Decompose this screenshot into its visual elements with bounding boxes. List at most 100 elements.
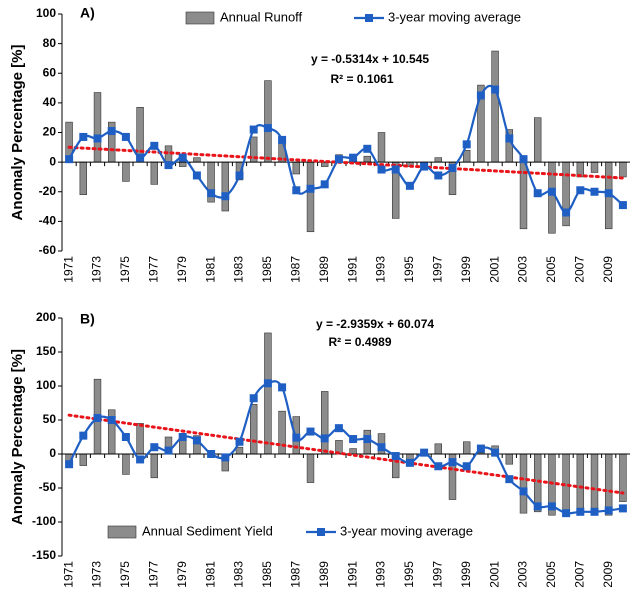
- marker: [136, 153, 145, 162]
- bar: [604, 453, 613, 516]
- x-tick-label: 2007: [572, 561, 586, 588]
- x-tick-label: 1981: [203, 256, 217, 283]
- marker: [334, 424, 343, 433]
- bar: [590, 161, 599, 173]
- bar: [264, 80, 272, 163]
- marker: [121, 433, 130, 441]
- x-tick-label: 1983: [232, 256, 246, 283]
- x-tick-label: 1991: [345, 561, 359, 588]
- bar: [79, 161, 88, 196]
- legend-label: 3-year moving average: [340, 523, 473, 538]
- x-tick-label: 1993: [374, 256, 388, 283]
- bar: [264, 332, 272, 455]
- x-tick-label: 1999: [459, 561, 473, 588]
- annotation: R² = 0.1061: [330, 72, 393, 86]
- x-tick-label: 1973: [90, 561, 104, 588]
- x-tick-label: 2009: [601, 561, 615, 588]
- marker: [79, 431, 88, 440]
- marker: [121, 132, 130, 141]
- marker: [491, 448, 500, 457]
- marker: [235, 437, 244, 446]
- marker: [136, 455, 145, 464]
- y-tick-label: -60: [39, 243, 57, 257]
- bar: [363, 155, 372, 163]
- y-tick-label: 100: [36, 6, 56, 20]
- marker: [519, 487, 528, 496]
- marker: [65, 155, 74, 164]
- y-tick-label: 200: [36, 310, 56, 324]
- marker: [462, 140, 471, 149]
- y-tick-label: -100: [32, 514, 56, 528]
- marker: [278, 135, 287, 144]
- bar: [306, 453, 315, 483]
- bar: [576, 453, 585, 513]
- marker: [150, 443, 159, 452]
- trendline: [67, 413, 625, 495]
- y-axis-label: Anomaly Percentage [%]: [9, 45, 26, 221]
- x-tick-label: 1987: [288, 256, 302, 283]
- marker: [150, 141, 159, 150]
- marker: [221, 453, 230, 462]
- y-tick-label: 100: [36, 378, 56, 392]
- marker: [547, 502, 556, 511]
- x-tick-label: 2001: [487, 256, 501, 283]
- marker: [590, 187, 599, 196]
- trendline: [67, 145, 625, 180]
- marker: [235, 171, 244, 180]
- marker: [377, 443, 386, 452]
- x-tick-label: 1997: [430, 561, 444, 588]
- marker: [476, 91, 485, 100]
- marker: [604, 189, 613, 198]
- marker: [263, 379, 272, 388]
- bar: [505, 453, 514, 465]
- bar: [79, 453, 88, 466]
- marker: [476, 444, 485, 453]
- bar: [590, 453, 599, 514]
- marker: [292, 433, 301, 442]
- marker: [334, 155, 343, 164]
- marker: [391, 452, 400, 461]
- y-tick-label: -40: [39, 214, 57, 228]
- marker: [576, 507, 585, 516]
- marker: [405, 458, 414, 467]
- x-tick-label: 2003: [516, 561, 530, 588]
- marker: [363, 144, 372, 153]
- marker: [448, 164, 457, 173]
- y-tick-label: 0: [49, 154, 56, 168]
- x-tick-label: 1999: [459, 256, 473, 283]
- x-tick-label: 1985: [260, 256, 274, 283]
- marker: [519, 155, 528, 164]
- marker: [462, 462, 471, 471]
- bar: [462, 441, 471, 455]
- y-tick-label: 50: [43, 412, 57, 426]
- bar: [221, 161, 230, 212]
- marker: [562, 509, 571, 518]
- marker: [93, 134, 102, 143]
- y-tick-label: 0: [49, 446, 56, 460]
- x-tick-label: 1983: [232, 561, 246, 588]
- x-tick-label: 2003: [516, 256, 530, 283]
- y-tick-label: -150: [32, 548, 56, 562]
- legend-label: Annual Sediment Yield: [142, 523, 273, 538]
- x-tick-label: 1989: [317, 256, 331, 283]
- bar: [122, 453, 130, 475]
- bar: [377, 132, 386, 163]
- marker: [576, 186, 585, 195]
- moving-average-line: [68, 380, 624, 515]
- marker: [192, 171, 201, 180]
- legend-marker: [365, 14, 373, 22]
- marker: [505, 475, 514, 484]
- marker: [65, 460, 74, 469]
- bar: [320, 391, 329, 455]
- bar: [533, 117, 542, 163]
- marker: [604, 506, 613, 515]
- x-tick-label: 2009: [601, 256, 615, 283]
- x-tick-label: 2005: [544, 561, 558, 588]
- marker: [263, 124, 272, 133]
- panel-label: B): [80, 311, 95, 327]
- x-tick-label: 1991: [345, 256, 359, 283]
- marker: [164, 446, 173, 455]
- marker: [178, 433, 187, 441]
- marker: [93, 413, 102, 422]
- x-tick-label: 1971: [61, 256, 75, 283]
